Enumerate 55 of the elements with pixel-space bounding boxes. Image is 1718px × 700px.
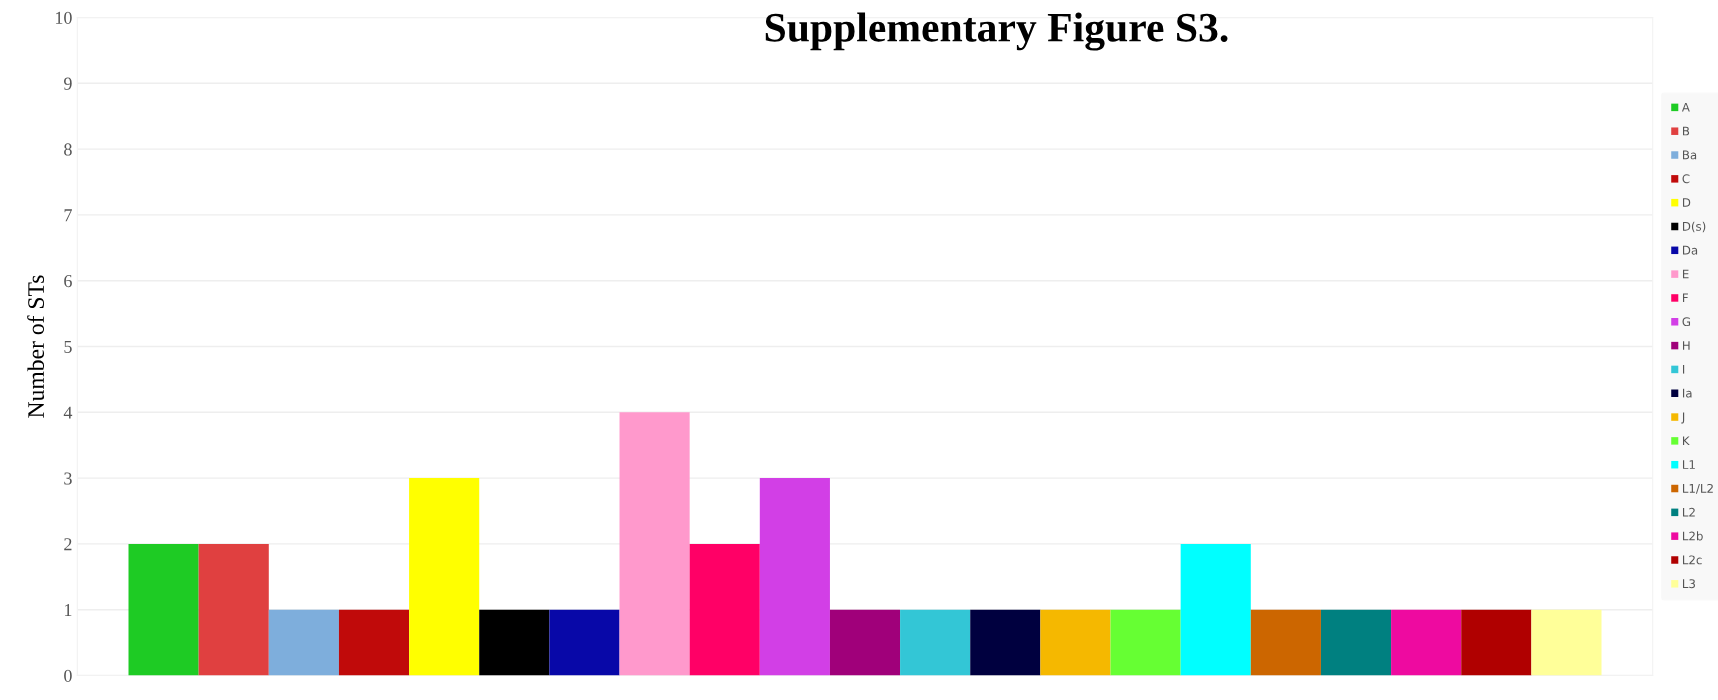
bar xyxy=(1250,609,1321,676)
bar xyxy=(198,543,269,676)
legend-label: L2 xyxy=(1683,507,1695,517)
legend-label: E xyxy=(1683,269,1689,279)
bar xyxy=(1531,609,1602,676)
legend-label: Da xyxy=(1683,245,1698,255)
bar xyxy=(759,478,830,676)
y-tick-label: 0 xyxy=(64,669,72,682)
bar xyxy=(689,543,760,676)
y-tick-label: 4 xyxy=(63,406,73,419)
bar xyxy=(829,609,901,676)
y-tick-label: 10 xyxy=(55,11,72,24)
bar xyxy=(549,609,620,676)
y-tick-label: 1 xyxy=(65,604,72,616)
y-tick-label: 5 xyxy=(64,340,72,353)
legend-label: D xyxy=(1683,198,1691,207)
bar xyxy=(1180,543,1251,676)
bar xyxy=(970,609,1041,676)
bar xyxy=(409,478,480,676)
legend-label: J xyxy=(1681,412,1685,424)
y-axis-title: Number of STs xyxy=(27,275,45,418)
legend-label: I xyxy=(1683,364,1685,374)
legend-label: C xyxy=(1682,174,1690,184)
bar xyxy=(128,543,199,676)
legend-label: F xyxy=(1683,293,1688,303)
bar xyxy=(479,609,550,676)
legend-label: D(s) xyxy=(1683,221,1706,233)
legend-label: Ia xyxy=(1683,388,1692,398)
legend-label: A xyxy=(1681,102,1690,112)
bar xyxy=(268,609,339,676)
chart-title: Supplementary Figure S3. xyxy=(765,12,1228,51)
legend-label: L2b xyxy=(1683,531,1703,541)
bar xyxy=(1461,609,1532,676)
bar xyxy=(1040,609,1111,676)
legend-label: L2c xyxy=(1683,555,1702,565)
legend-label: K xyxy=(1683,436,1690,446)
bar xyxy=(900,609,971,676)
y-tick-label: 3 xyxy=(64,472,72,485)
legend-label: L1/L2 xyxy=(1683,483,1713,494)
y-tick-label: 6 xyxy=(64,275,72,288)
legend-label: B xyxy=(1683,126,1690,136)
y-tick-label: 8 xyxy=(64,143,72,156)
y-tick-label: 9 xyxy=(64,77,72,90)
legend-label: L1 xyxy=(1683,460,1695,469)
legend-label: L3 xyxy=(1683,579,1695,589)
y-tick-label: 2 xyxy=(64,538,72,551)
bar xyxy=(1110,609,1181,676)
legend-label: H xyxy=(1683,341,1690,350)
bar xyxy=(338,609,410,676)
bar xyxy=(619,412,690,676)
legend-label: G xyxy=(1682,317,1691,327)
y-tick-label: 7 xyxy=(64,209,72,222)
bar xyxy=(1391,609,1462,676)
legend-label: Ba xyxy=(1683,150,1697,160)
bar xyxy=(1320,609,1392,676)
